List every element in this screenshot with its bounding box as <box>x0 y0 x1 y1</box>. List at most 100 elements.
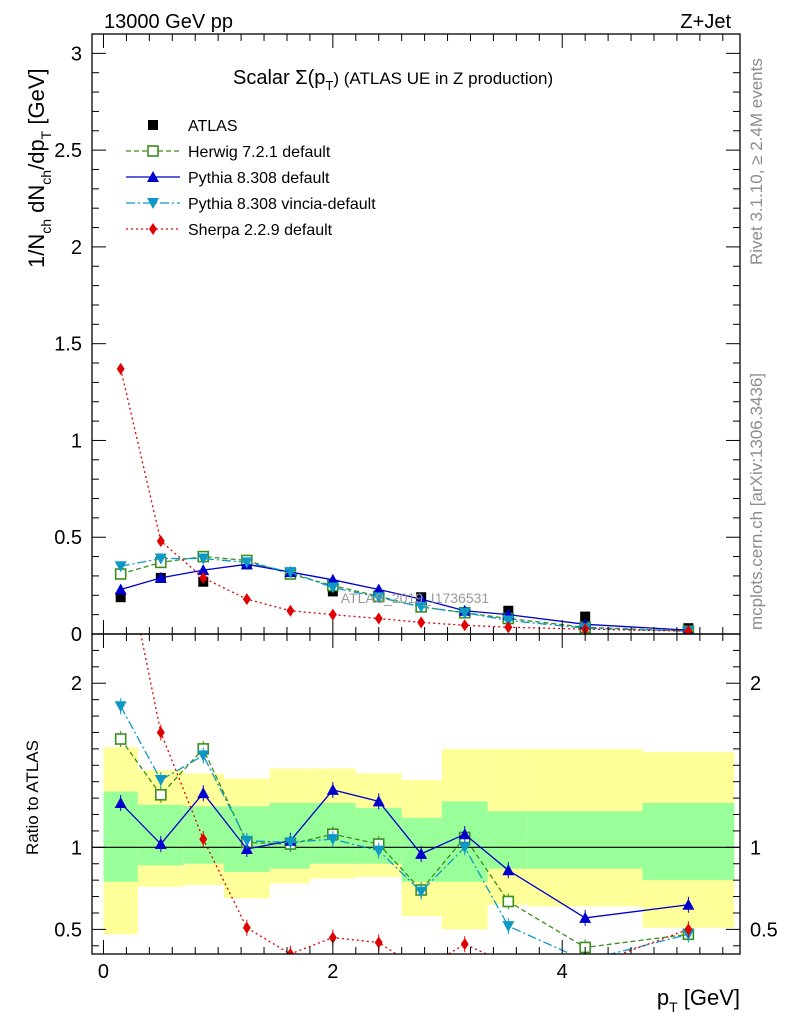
ratio-data-point <box>502 895 515 908</box>
data-point <box>284 567 297 579</box>
ratio-data-point <box>502 921 515 933</box>
ylabel-b: dN <box>24 185 49 219</box>
legend-marker <box>149 223 157 235</box>
ratio-data-point <box>114 701 127 713</box>
main-y-tick-label: 0.5 <box>54 527 82 549</box>
data-point <box>115 592 126 603</box>
series-line <box>120 555 689 632</box>
ratio-data-point <box>372 795 385 807</box>
main-title: Scalar Σ(pT) (ATLAS UE in Z production) <box>233 67 553 93</box>
xlabel-sub: T <box>669 999 678 1015</box>
ratio-data-point <box>197 750 210 762</box>
ratio-data-point <box>117 530 125 542</box>
data-point <box>199 571 208 584</box>
header-right: Z+Jet <box>680 11 731 33</box>
ratio-y-tick-label-right: 2 <box>750 673 761 695</box>
ratio-series-line <box>120 789 689 919</box>
legend-marker <box>147 145 159 157</box>
ratio-band-inner <box>642 803 735 881</box>
data-point <box>372 592 385 604</box>
ratio-plot-frame <box>91 633 741 955</box>
data-point <box>460 619 469 632</box>
ratio-band-inner <box>137 804 184 866</box>
legend-entry-pythia-8-308-vincia-default: Pythia 8.308 vincia-default <box>126 196 376 213</box>
ratio-series-pythia-8-308-default <box>114 781 695 926</box>
data-point <box>197 564 210 576</box>
legend-label: Sherpa 2.2.9 default <box>188 222 333 239</box>
data-point <box>240 557 253 569</box>
ratio-data-point <box>199 833 208 846</box>
ratio-band-inner <box>487 811 528 869</box>
legend-label: Herwig 7.2.1 default <box>188 144 331 161</box>
legend-label: Pythia 8.308 vincia-default <box>188 196 376 213</box>
legend-marker <box>147 171 159 182</box>
series-line <box>120 557 689 632</box>
ratio-uncertainty-bands <box>103 747 735 935</box>
main-plot-data <box>114 362 695 634</box>
ratio-data-point <box>458 842 471 854</box>
ratio-data-point <box>504 958 512 970</box>
ratio-data-point <box>286 948 295 954</box>
data-point <box>154 553 167 565</box>
data-point <box>458 607 471 619</box>
ratio-data-point <box>415 847 428 859</box>
ratio-series-sherpa-2-2-9-default <box>117 530 693 973</box>
legend-label: ATLAS <box>188 118 238 135</box>
main-y-tick-label: 2 <box>71 237 82 259</box>
title-post: ) (ATLAS UE in Z production) <box>333 69 553 88</box>
data-point <box>415 593 428 605</box>
xlabel-a: p <box>657 985 669 1010</box>
main-y-tick-label: 1 <box>71 430 82 452</box>
ratio-data-point <box>684 923 693 936</box>
legend: ATLAS Herwig 7.2.1 default Pythia 8.308 de… <box>126 118 376 239</box>
ratio-data-point <box>242 921 251 934</box>
data-point <box>156 535 165 548</box>
mcplots-source-label: mcplots.cern.ch [arXiv:1306.3436] <box>747 373 766 630</box>
ratio-data-point <box>114 797 127 809</box>
legend-entry-herwig-7-2-1-default: Herwig 7.2.1 default <box>126 144 331 161</box>
main-y-tick-label: 3 <box>71 43 82 65</box>
ratio-data-point <box>579 956 591 967</box>
title-sub: T <box>325 78 333 93</box>
data-point <box>326 582 339 594</box>
data-point <box>580 611 591 622</box>
data-point <box>154 571 167 583</box>
ratio-data-point <box>156 726 165 739</box>
main-y-tick-label: 2.5 <box>54 140 82 162</box>
data-point <box>502 615 515 627</box>
ratio-data-point <box>581 961 589 973</box>
data-point <box>328 608 337 621</box>
data-point <box>242 593 251 606</box>
ratio-data-point <box>326 834 339 846</box>
legend-label: Pythia 8.308 default <box>188 170 330 187</box>
x-axis-label: pT [GeV] <box>657 985 740 1015</box>
series-sherpa-2-2-9-default <box>116 362 693 634</box>
ratio-y-axis-label: Ratio to ATLAS <box>23 740 42 855</box>
data-point <box>114 561 127 573</box>
ratio-data-point <box>155 789 167 801</box>
title-pre: Scalar Σ(p <box>233 67 325 89</box>
ratio-data-point <box>284 837 297 849</box>
ylabel-b-sub: ch <box>38 170 54 185</box>
ylabel-a: 1/N <box>24 234 49 268</box>
ratio-data-point <box>415 886 428 898</box>
data-point <box>114 583 127 595</box>
ratio-y-tick-label-left: 2 <box>71 673 82 695</box>
ratio-series-pythia-8-308-vincia-default <box>114 698 695 967</box>
ylabel-d: [GeV] <box>24 68 49 130</box>
ylabel-c: /dp <box>24 139 49 170</box>
legend-entry-atlas: ATLAS <box>148 118 238 135</box>
ratio-plot-data <box>114 530 695 973</box>
rivet-version-label: Rivet 3.1.10, ≥ 2.4M events <box>747 58 766 265</box>
header-left: 13000 GeV pp <box>104 11 233 33</box>
ratio-series-line <box>140 634 689 954</box>
ratio-y-tick-label-right: 0.5 <box>750 919 778 941</box>
ratio-data-point <box>579 911 592 923</box>
ratio-data-point <box>326 783 339 795</box>
x-tick-label: 0 <box>98 961 109 983</box>
ratio-data-point <box>460 938 469 951</box>
data-point <box>197 553 210 565</box>
ratio-y-tick-label-left: 1 <box>71 837 82 859</box>
analysis-watermark: ATLAS_2019_I1736531 <box>341 590 490 606</box>
legend-marker <box>147 198 159 209</box>
